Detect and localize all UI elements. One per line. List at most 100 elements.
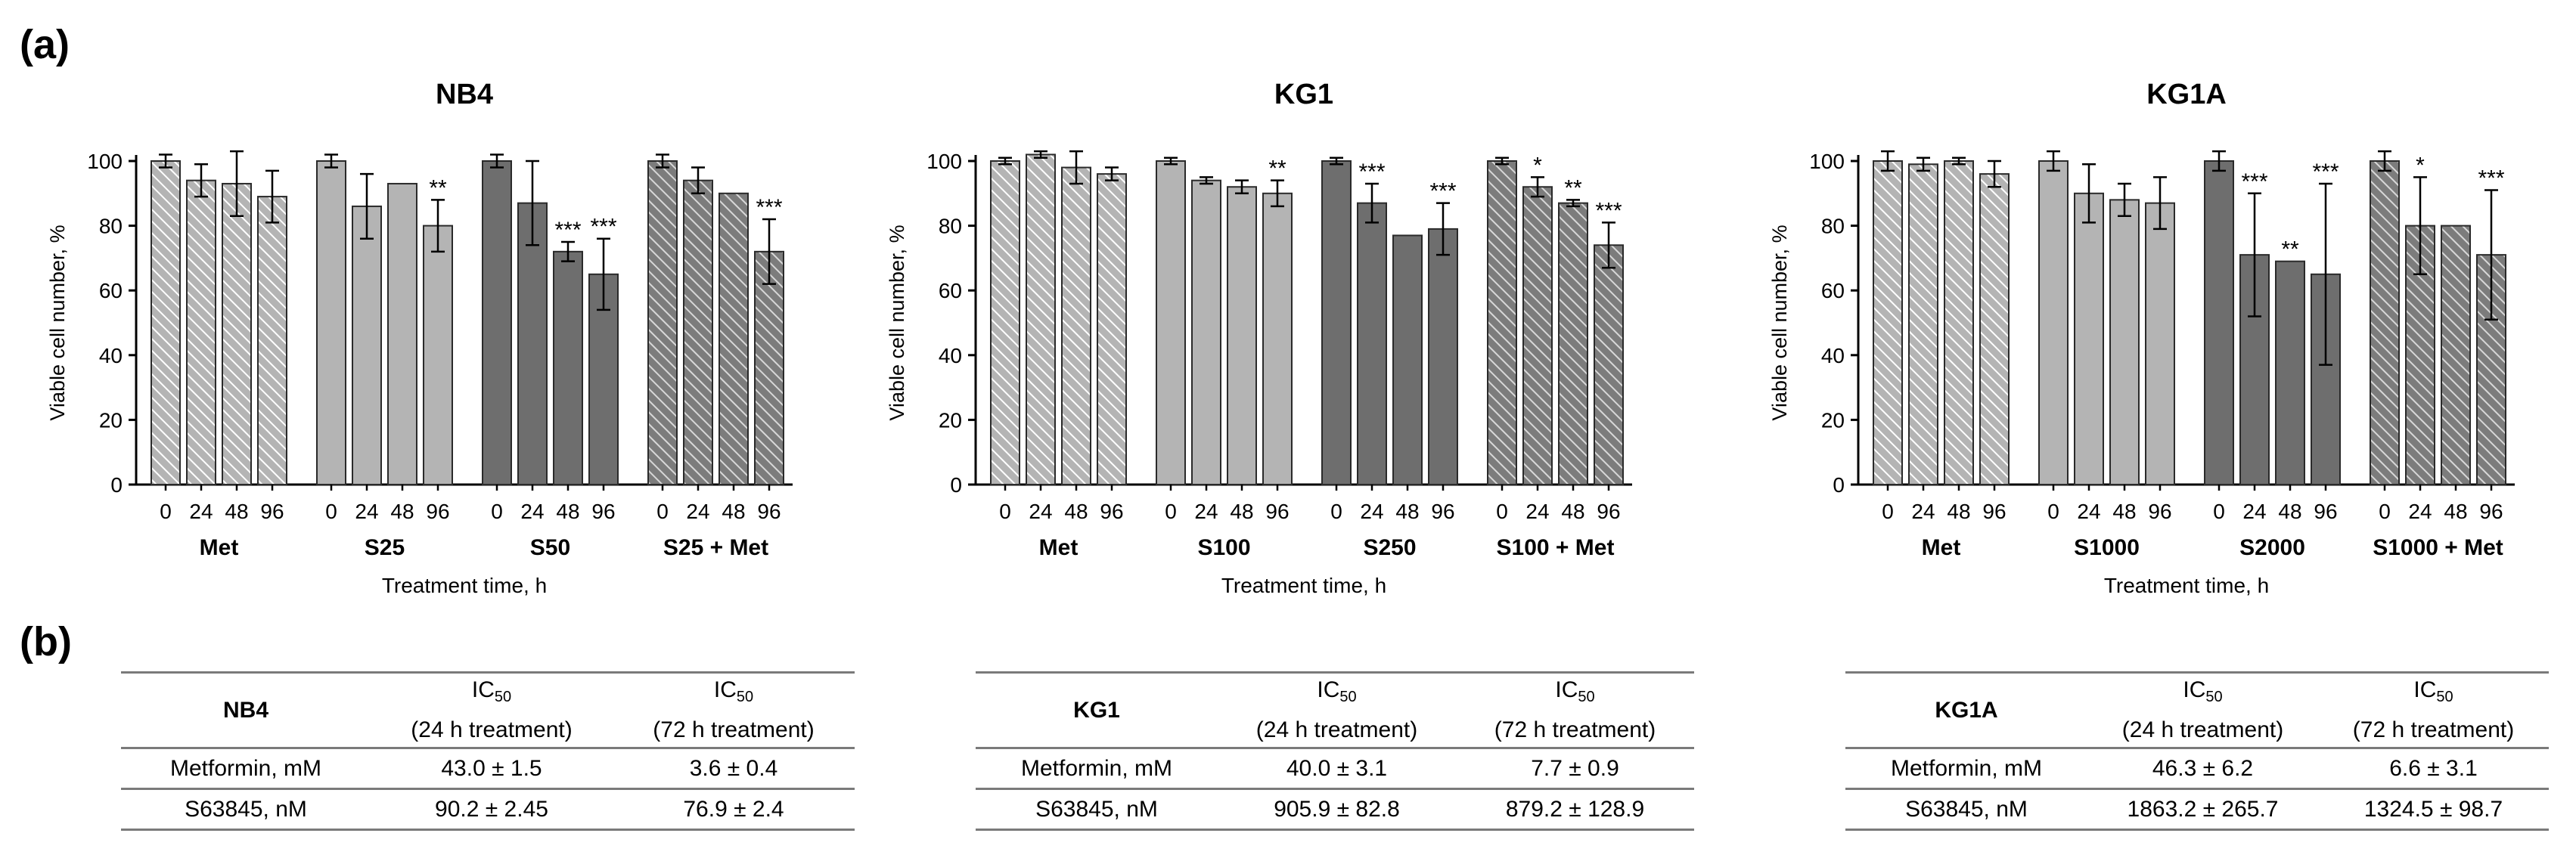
bar: [1558, 202, 1588, 485]
x-tick-label: 0: [325, 500, 337, 523]
x-tick-label: 96: [591, 500, 615, 523]
cell-72h: 7.7 ± 0.9: [1531, 755, 1619, 781]
col-ic50-24h: IC50 (24 h treatment): [1255, 677, 1418, 742]
panel-label-a: (a): [20, 22, 70, 67]
group-label: S25: [365, 535, 405, 560]
y-tick-label: 0: [110, 473, 123, 497]
x-tick-label: 96: [757, 500, 781, 523]
bar: [1487, 160, 1517, 485]
x-tick-label: 48: [2444, 500, 2467, 523]
x-tick-label: 96: [1431, 500, 1454, 523]
x-tick-label: 24: [189, 500, 213, 523]
group-label: S250: [1363, 535, 1416, 560]
bar: [2441, 225, 2471, 485]
y-tick-label: 80: [939, 215, 962, 238]
y-tick-label: 20: [939, 408, 962, 432]
group-label: S1000: [2074, 535, 2140, 560]
bar: [754, 250, 784, 485]
x-tick-label: 24: [2077, 500, 2100, 523]
bar: [683, 179, 713, 485]
x-tick-label: 48: [2278, 500, 2301, 523]
chart-title: KG1: [1274, 79, 1333, 110]
y-tick-label: 100: [926, 150, 962, 173]
cell-24h: 1863.2 ± 265.7: [2127, 796, 2279, 822]
y-tick-label: 20: [1821, 408, 1845, 432]
cell-72h: 6.6 ± 3.1: [2389, 755, 2478, 781]
x-tick-label: 0: [2213, 500, 2225, 523]
cell-72h: 76.9 ± 2.4: [683, 796, 784, 822]
x-tick-label: 96: [1597, 500, 1620, 523]
x-tick-label: 24: [1911, 500, 1935, 523]
group-label: Met: [200, 535, 239, 560]
y-tick-label: 20: [99, 408, 123, 432]
x-tick-label: 24: [2408, 500, 2432, 523]
bar: [151, 160, 181, 485]
bar: [316, 160, 346, 485]
x-tick-label: 0: [1882, 500, 1894, 523]
cell-72h: 879.2 ± 128.9: [1505, 796, 1645, 822]
x-tick-label: 48: [2112, 500, 2136, 523]
group-label: S50: [530, 535, 570, 560]
row-label: S63845, nM: [1905, 796, 2028, 822]
table-title: NB4: [222, 697, 268, 723]
y-axis-label: Viable cell number, %: [886, 225, 908, 420]
x-tick-label: 96: [1982, 500, 2006, 523]
x-tick-label: 96: [2314, 500, 2337, 523]
x-tick-label: 0: [2379, 500, 2391, 523]
cell-24h: 40.0 ± 3.1: [1286, 755, 1388, 781]
bar: [517, 202, 548, 485]
y-tick-label: 80: [1821, 215, 1845, 238]
bar: [1156, 160, 1186, 485]
table-row: Metformin, mM 43.0 ± 1.5 3.6 ± 0.4: [121, 748, 855, 789]
significance-label: ***: [1429, 179, 1456, 204]
significance-label: ***: [2478, 166, 2504, 191]
bar: [553, 250, 583, 485]
row-label: Metformin, mM: [1020, 755, 1172, 781]
bar: [1191, 179, 1221, 485]
y-axis-label: Viable cell number, %: [1768, 225, 1791, 420]
bar: [1026, 153, 1056, 485]
table-row: S63845, nM 905.9 ± 82.8 879.2 ± 128.9: [976, 789, 1694, 830]
bar: [222, 182, 252, 486]
significance-label: ***: [1595, 198, 1622, 223]
x-tick-label: 24: [1194, 500, 1218, 523]
x-tick-label: 48: [722, 500, 745, 523]
panel-label-b: (b): [20, 619, 72, 664]
table-title: KG1A: [1935, 697, 1998, 723]
x-tick-label: 48: [1064, 500, 1088, 523]
x-tick-label: 0: [160, 500, 172, 523]
bar: [2275, 260, 2305, 485]
bar: [2109, 199, 2140, 485]
significance-label: **: [429, 175, 447, 200]
col-ic50-72h: IC50 (72 h treatment): [653, 677, 815, 742]
y-tick-label: 100: [1809, 150, 1845, 173]
bar: [2204, 160, 2234, 485]
ic50-table-kg1a: KG1A IC50 (24 h treatment) IC50 (72 h trea…: [1845, 671, 2549, 831]
bar: [647, 160, 678, 485]
y-tick-label: 60: [939, 279, 962, 302]
bar: [2370, 160, 2400, 485]
x-tick-label: 24: [1029, 500, 1052, 523]
ic50-table-nb4: NB4 IC50 (24 h treatment) IC50 (72 h treat…: [121, 671, 855, 831]
table-title: KG1: [1073, 697, 1120, 723]
x-tick-label: 96: [1265, 500, 1289, 523]
group-label: S1000 + Met: [2373, 535, 2503, 560]
x-axis-label: Treatment time, h: [1221, 574, 1386, 597]
significance-label: ***: [756, 195, 782, 220]
bar: [352, 205, 382, 485]
x-tick-label: 24: [1525, 500, 1549, 523]
x-tick-label: 0: [2047, 500, 2059, 523]
group-label: S25 + Met: [663, 535, 768, 560]
x-tick-label: 96: [2479, 500, 2503, 523]
y-tick-label: 40: [1821, 344, 1845, 367]
x-tick-label: 48: [225, 500, 248, 523]
cell-72h: 3.6 ± 0.4: [689, 755, 778, 781]
row-label: S63845, nM: [1035, 796, 1158, 822]
y-tick-label: 100: [87, 150, 123, 173]
x-tick-label: 24: [686, 500, 709, 523]
table-row: Metformin, mM 40.0 ± 3.1 7.7 ± 0.9: [976, 748, 1694, 789]
significance-label: ***: [2312, 160, 2339, 184]
x-tick-label: 96: [2148, 500, 2171, 523]
x-tick-label: 48: [1561, 500, 1584, 523]
bar: [1097, 173, 1127, 485]
